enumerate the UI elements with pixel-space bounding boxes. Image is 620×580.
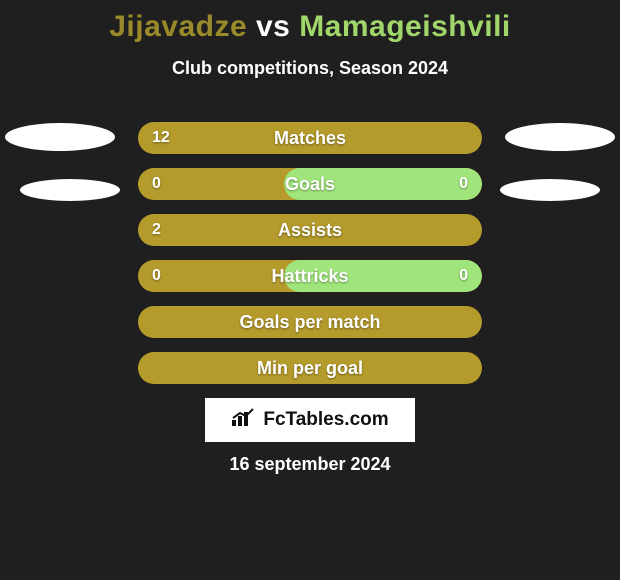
- bar-row: Goals per match: [138, 306, 482, 338]
- bar-label: Matches: [138, 122, 482, 154]
- badge-text: FcTables.com: [263, 409, 388, 431]
- subtitle: Club competitions, Season 2024: [0, 58, 620, 79]
- bar-right-value: 0: [459, 168, 468, 200]
- bar-row: 0 Hattricks 0: [138, 260, 482, 292]
- fctables-badge: FcTables.com: [205, 398, 415, 442]
- comparison-bars: 12 Matches 0 Goals 0 2 Assists 0 Hattric…: [138, 122, 482, 398]
- bar-row: 12 Matches: [138, 122, 482, 154]
- bar-label: Assists: [138, 214, 482, 246]
- bar-row: 2 Assists: [138, 214, 482, 246]
- date-text: 16 september 2024: [0, 454, 620, 475]
- avatar-placeholder-left-2: [20, 179, 120, 201]
- title-part-right: Mamageishvili: [299, 10, 511, 43]
- bar-label: Goals per match: [138, 306, 482, 338]
- avatar-placeholder-right-1: [505, 123, 615, 151]
- bar-label: Goals: [138, 168, 482, 200]
- page-title: Jijavadze vs Mamageishvili: [0, 0, 620, 44]
- avatar-placeholder-right-2: [500, 179, 600, 201]
- chart-icon: [231, 408, 257, 433]
- avatar-placeholder-left-1: [5, 123, 115, 151]
- bar-row: 0 Goals 0: [138, 168, 482, 200]
- bar-right-value: 0: [459, 260, 468, 292]
- title-part-left: Jijavadze: [109, 10, 247, 43]
- title-part-vs: vs: [247, 10, 299, 43]
- bar-label: Min per goal: [138, 352, 482, 384]
- bar-label: Hattricks: [138, 260, 482, 292]
- bar-row: Min per goal: [138, 352, 482, 384]
